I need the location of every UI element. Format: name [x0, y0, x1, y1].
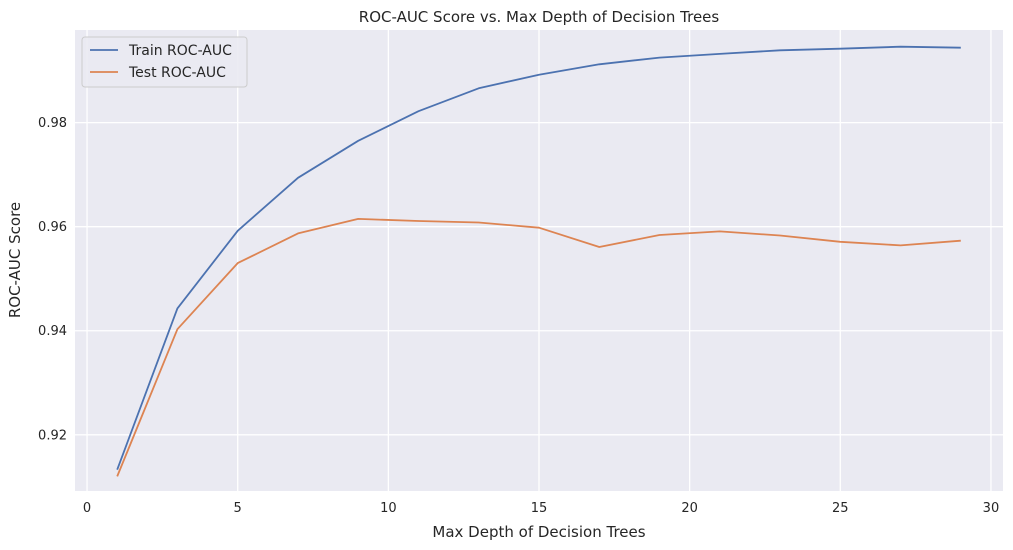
grid-lines — [75, 30, 1003, 491]
legend-label: Test ROC-AUC — [128, 65, 226, 81]
x-axis-label: Max Depth of Decision Trees — [432, 523, 645, 541]
tick-labels: 0 5 10 15 20 25 30 0.92 0.94 0.96 0.98 — [38, 116, 999, 516]
x-tick-label: 15 — [531, 501, 548, 516]
series-line-train — [116, 45, 961, 471]
y-tick-label: 0.96 — [38, 220, 67, 235]
x-tick-label: 25 — [832, 501, 849, 516]
y-axis-label: ROC-AUC Score — [6, 202, 24, 318]
x-tick-label: 20 — [681, 501, 698, 516]
chart-title: ROC-AUC Score vs. Max Depth of Decision … — [359, 8, 720, 26]
y-tick-label: 0.94 — [38, 324, 67, 339]
x-tick-label: 30 — [983, 501, 1000, 516]
legend-box — [81, 36, 248, 88]
y-tick-label: 0.98 — [38, 116, 67, 131]
legend: Train ROC-AUC Test ROC-AUC — [81, 36, 248, 88]
x-tick-label: 5 — [234, 501, 242, 516]
series-line-test — [116, 217, 961, 477]
y-tick-label: 0.92 — [38, 428, 67, 443]
legend-label: Train ROC-AUC — [128, 43, 232, 59]
x-tick-label: 10 — [380, 501, 397, 516]
data-lines — [116, 45, 961, 477]
x-tick-label: 0 — [83, 501, 91, 516]
